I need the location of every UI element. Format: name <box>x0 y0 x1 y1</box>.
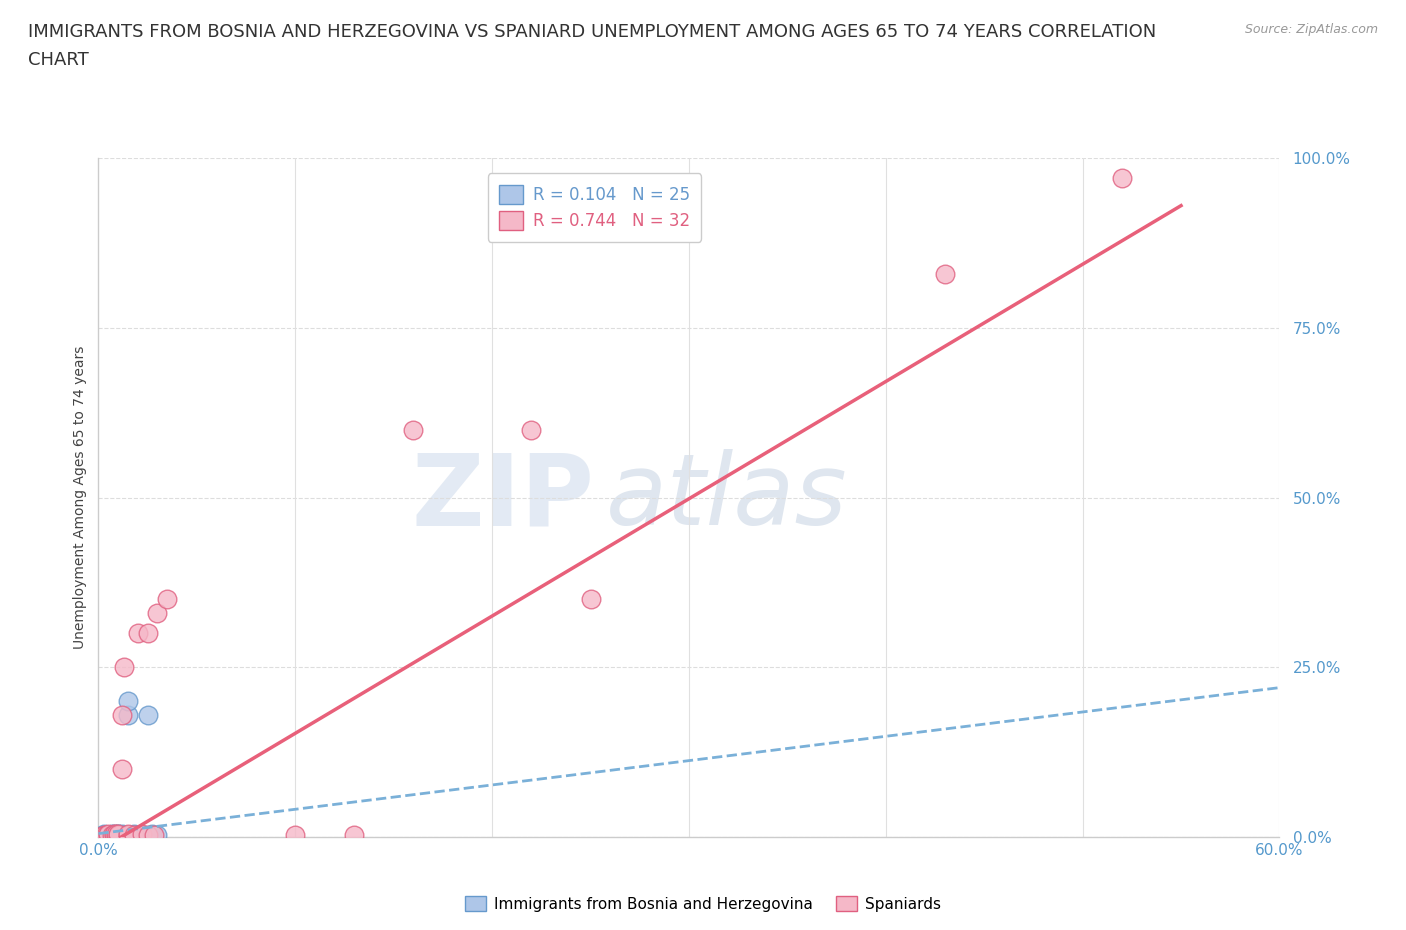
Point <box>117 828 139 843</box>
Point <box>127 828 149 843</box>
Point <box>122 826 145 841</box>
Point <box>103 826 125 841</box>
Point <box>117 708 139 723</box>
Point <box>111 826 134 841</box>
Point <box>101 828 124 843</box>
Point <box>107 826 129 841</box>
Point <box>402 422 425 437</box>
Point <box>107 827 129 842</box>
Point <box>97 827 120 842</box>
Point <box>136 708 159 723</box>
Legend: Immigrants from Bosnia and Herzegovina, Spaniards: Immigrants from Bosnia and Herzegovina, … <box>458 889 948 918</box>
Point <box>93 828 115 843</box>
Point <box>107 826 129 841</box>
Text: atlas: atlas <box>606 449 848 546</box>
Point <box>117 694 139 709</box>
Point <box>103 828 125 843</box>
Text: ZIP: ZIP <box>412 449 595 546</box>
Point <box>127 626 149 641</box>
Text: CHART: CHART <box>28 51 89 69</box>
Point <box>93 826 115 841</box>
Point <box>103 827 125 842</box>
Point <box>142 828 165 843</box>
Point <box>101 827 124 842</box>
Point <box>103 828 125 843</box>
Point <box>97 828 120 843</box>
Point <box>97 829 120 844</box>
Point <box>111 828 134 843</box>
Point <box>131 828 153 843</box>
Point <box>131 826 153 841</box>
Point <box>141 828 163 843</box>
Point <box>107 828 129 843</box>
Point <box>934 266 956 281</box>
Text: IMMIGRANTS FROM BOSNIA AND HERZEGOVINA VS SPANIARD UNEMPLOYMENT AMONG AGES 65 TO: IMMIGRANTS FROM BOSNIA AND HERZEGOVINA V… <box>28 23 1156 41</box>
Point <box>103 829 125 844</box>
Point <box>136 828 159 843</box>
Point <box>91 829 114 844</box>
Point <box>520 422 543 437</box>
Point <box>122 828 145 843</box>
Y-axis label: Unemployment Among Ages 65 to 74 years: Unemployment Among Ages 65 to 74 years <box>73 346 87 649</box>
Point <box>343 828 366 843</box>
Point <box>579 592 602 607</box>
Point <box>112 660 135 675</box>
Point <box>93 829 115 844</box>
Point <box>105 828 128 843</box>
Point <box>284 828 307 843</box>
Point <box>111 762 134 777</box>
Point <box>122 828 145 843</box>
Point <box>93 828 115 843</box>
Point <box>117 827 139 842</box>
Point <box>156 592 179 607</box>
Point <box>97 828 120 843</box>
Point <box>146 605 169 620</box>
Legend: R = 0.104   N = 25, R = 0.744   N = 32: R = 0.104 N = 25, R = 0.744 N = 32 <box>488 173 702 242</box>
Point <box>141 826 163 841</box>
Point <box>96 828 118 843</box>
Text: Source: ZipAtlas.com: Source: ZipAtlas.com <box>1244 23 1378 36</box>
Point <box>111 708 134 723</box>
Point <box>136 626 159 641</box>
Point <box>1111 171 1133 186</box>
Point <box>101 828 124 843</box>
Point <box>107 828 129 843</box>
Point <box>105 827 128 842</box>
Point <box>146 828 169 843</box>
